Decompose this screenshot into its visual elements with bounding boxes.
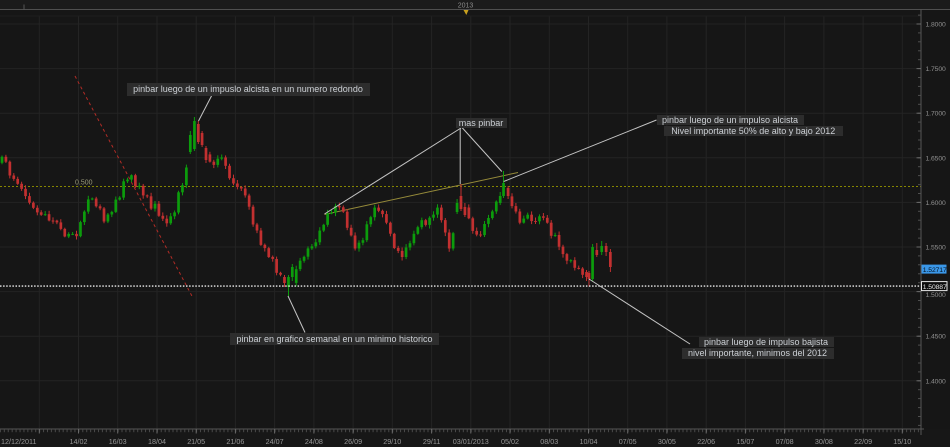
svg-text:08/03: 08/03	[540, 437, 558, 446]
svg-text:1.5000: 1.5000	[926, 292, 947, 299]
svg-text:07/08: 07/08	[776, 437, 794, 446]
svg-text:22/06: 22/06	[697, 437, 715, 446]
svg-text:14/02: 14/02	[70, 437, 88, 446]
svg-text:24/07: 24/07	[266, 437, 284, 446]
svg-text:1.8000: 1.8000	[926, 22, 947, 29]
svg-text:03/01/2013: 03/01/2013	[453, 437, 489, 446]
svg-text:15/10: 15/10	[893, 437, 911, 446]
svg-text:1.4000: 1.4000	[926, 378, 947, 385]
svg-text:16/03: 16/03	[109, 437, 127, 446]
svg-text:1.6000: 1.6000	[926, 200, 947, 207]
svg-text:26/09: 26/09	[344, 437, 362, 446]
svg-text:1.7000: 1.7000	[926, 111, 947, 118]
svg-text:07/05: 07/05	[619, 437, 637, 446]
svg-text:22/09: 22/09	[854, 437, 872, 446]
svg-text:2013: 2013	[458, 3, 474, 10]
svg-text:10/04: 10/04	[580, 437, 598, 446]
svg-text:1.50887: 1.50887	[923, 284, 947, 291]
svg-text:15/07: 15/07	[736, 437, 754, 446]
svg-text:29/10: 29/10	[383, 437, 401, 446]
svg-text:21/05: 21/05	[187, 437, 205, 446]
svg-text:12/12/2011: 12/12/2011	[1, 437, 36, 446]
svg-text:21/06: 21/06	[226, 437, 244, 446]
svg-text:18/04: 18/04	[148, 437, 166, 446]
svg-text:29/11: 29/11	[423, 437, 440, 446]
svg-text:1.5500: 1.5500	[926, 245, 947, 252]
svg-text:1.6500: 1.6500	[926, 155, 947, 162]
svg-text:05/02: 05/02	[501, 437, 519, 446]
svg-text:1.4500: 1.4500	[926, 334, 947, 341]
svg-text:30/08: 30/08	[815, 437, 833, 446]
svg-text:1.7500: 1.7500	[926, 66, 947, 73]
svg-text:1.52717: 1.52717	[923, 267, 947, 274]
svg-text:0.500: 0.500	[75, 180, 93, 187]
svg-text:24/08: 24/08	[305, 437, 323, 446]
svg-text:30/05: 30/05	[658, 437, 676, 446]
